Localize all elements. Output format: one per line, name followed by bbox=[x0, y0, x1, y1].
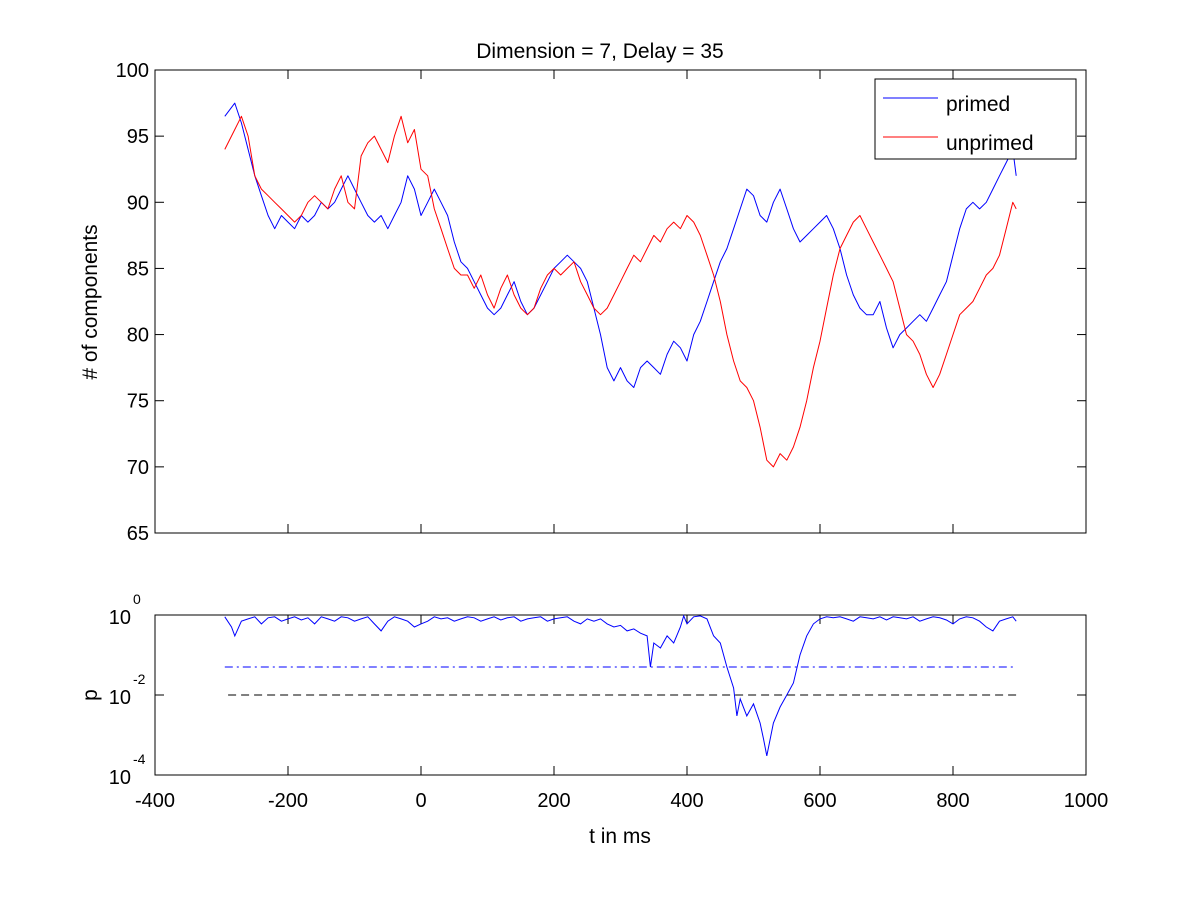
bottom-x-tick-label: -200 bbox=[268, 790, 308, 812]
bottom-x-tick-label: 800 bbox=[936, 790, 969, 812]
top-series-line-unprimed bbox=[224, 115, 1017, 468]
top-y-tick-label: 70 bbox=[127, 457, 149, 479]
bottom-y-tick-exponent: 0 bbox=[133, 591, 141, 607]
top-y-tick-label: 90 bbox=[127, 192, 149, 214]
bottom-series-group bbox=[224, 614, 1017, 756]
bottom-y-tick-label: 10 bbox=[109, 607, 131, 629]
bottom-y-tick-label: 10 bbox=[109, 767, 131, 789]
bottom-y-tick-label: 10 bbox=[109, 687, 131, 709]
bottom-y-axis-label: p bbox=[79, 689, 102, 701]
bottom-y-tick-exponent: -4 bbox=[133, 751, 146, 767]
top-panel: Dimension = 7, Delay = 35 65 70 75 80 85 90 95… bbox=[79, 40, 1087, 545]
bottom-x-tick-label: 200 bbox=[537, 790, 570, 812]
legend-primed-label: primed bbox=[946, 93, 1010, 116]
top-y-tick-label: 65 bbox=[127, 523, 149, 545]
legend: primed unprimed bbox=[874, 78, 1077, 160]
bottom-y-tick-exponent: -2 bbox=[133, 671, 146, 687]
bottom-series-line-0 bbox=[224, 614, 1017, 756]
bottom-x-axis-label: t in ms bbox=[589, 825, 651, 848]
bottom-x-tick-label: 0 bbox=[415, 790, 426, 812]
top-series-line-primed bbox=[224, 102, 1017, 388]
bottom-x-tick-label: -400 bbox=[135, 790, 175, 812]
bottom-x-tick-label: 400 bbox=[670, 790, 703, 812]
top-y-axis-label: # of components bbox=[79, 224, 102, 379]
legend-unprimed-label: unprimed bbox=[946, 132, 1034, 155]
top-y-tick-label: 85 bbox=[127, 258, 149, 280]
top-y-tick-label: 100 bbox=[116, 60, 149, 82]
legend-box bbox=[874, 78, 1077, 160]
bottom-x-tick-label: 600 bbox=[803, 790, 836, 812]
top-series-group bbox=[224, 102, 1017, 468]
top-y-tick-label: 95 bbox=[127, 126, 149, 148]
top-chart-title: Dimension = 7, Delay = 35 bbox=[476, 40, 723, 63]
top-y-tick-label: 75 bbox=[127, 391, 149, 413]
top-y-tick-label: 80 bbox=[127, 325, 149, 347]
top-ticks: 65 70 75 80 85 90 95 100 bbox=[116, 60, 1087, 545]
bottom-x-tick-label: 1000 bbox=[1064, 790, 1109, 812]
